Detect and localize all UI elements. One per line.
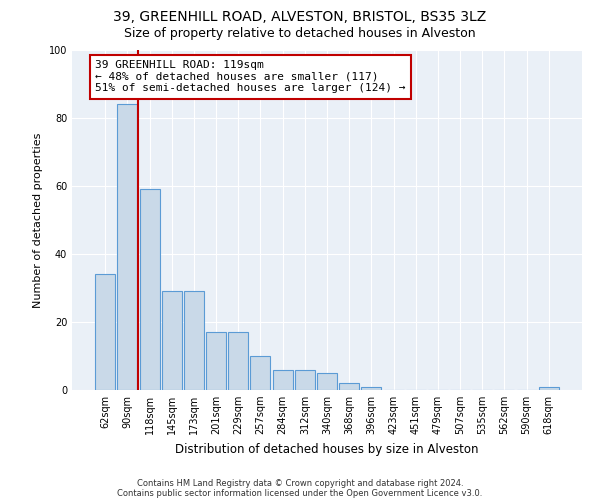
- Text: Contains public sector information licensed under the Open Government Licence v3: Contains public sector information licen…: [118, 488, 482, 498]
- Bar: [361, 386, 382, 390]
- Text: Contains HM Land Registry data © Crown copyright and database right 2024.: Contains HM Land Registry data © Crown c…: [137, 478, 463, 488]
- Bar: [295, 370, 315, 390]
- Bar: [250, 356, 271, 390]
- Bar: [184, 292, 204, 390]
- Bar: [339, 383, 359, 390]
- X-axis label: Distribution of detached houses by size in Alveston: Distribution of detached houses by size …: [175, 442, 479, 456]
- Bar: [118, 104, 137, 390]
- Bar: [539, 386, 559, 390]
- Text: Size of property relative to detached houses in Alveston: Size of property relative to detached ho…: [124, 28, 476, 40]
- Bar: [272, 370, 293, 390]
- Bar: [95, 274, 115, 390]
- Y-axis label: Number of detached properties: Number of detached properties: [33, 132, 43, 308]
- Text: 39 GREENHILL ROAD: 119sqm
← 48% of detached houses are smaller (117)
51% of semi: 39 GREENHILL ROAD: 119sqm ← 48% of detac…: [95, 60, 406, 94]
- Text: 39, GREENHILL ROAD, ALVESTON, BRISTOL, BS35 3LZ: 39, GREENHILL ROAD, ALVESTON, BRISTOL, B…: [113, 10, 487, 24]
- Bar: [206, 332, 226, 390]
- Bar: [140, 190, 160, 390]
- Bar: [162, 292, 182, 390]
- Bar: [317, 373, 337, 390]
- Bar: [228, 332, 248, 390]
